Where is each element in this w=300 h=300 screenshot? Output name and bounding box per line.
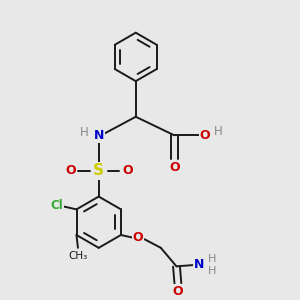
Text: CH₃: CH₃ — [68, 251, 88, 261]
Text: O: O — [133, 231, 143, 244]
Text: S: S — [93, 164, 104, 178]
Text: H: H — [214, 125, 223, 138]
Text: O: O — [65, 164, 76, 177]
Text: N: N — [194, 258, 205, 272]
Text: N: N — [94, 129, 104, 142]
Text: O: O — [169, 161, 179, 174]
Text: O: O — [172, 285, 183, 298]
Text: Cl: Cl — [50, 199, 63, 212]
Text: H: H — [208, 254, 216, 264]
Text: H: H — [80, 126, 89, 139]
Text: O: O — [200, 129, 210, 142]
Text: H: H — [208, 266, 216, 276]
Text: O: O — [122, 164, 133, 177]
